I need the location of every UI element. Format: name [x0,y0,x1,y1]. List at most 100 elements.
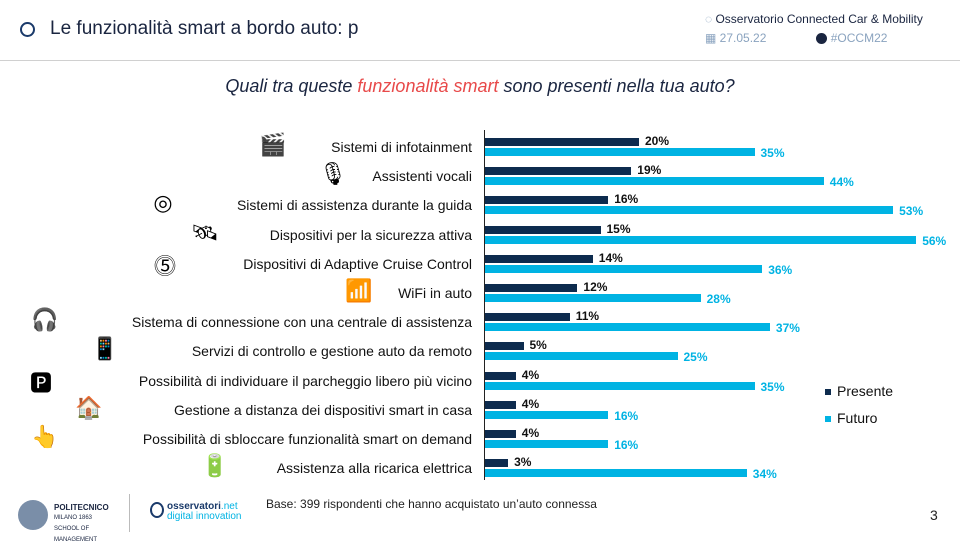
category-label: Possibilità di sbloccare funzionalità sm… [142,431,472,447]
satellite-icon: 🛰 [191,219,219,245]
category-label: Sistemi di assistenza durante la guida [236,197,472,214]
data-label: 35% [760,379,785,394]
bar-futuro [485,264,763,273]
bar-futuro [485,469,747,478]
bar-presente [485,371,516,380]
data-label: 34% [752,467,777,482]
data-label: 4% [521,367,540,382]
legend-item-futuro: Futuro [825,410,877,426]
parking-icon: 🅿 [29,370,52,396]
wifi-icon: 📶 [345,278,373,303]
bar-futuro [485,148,755,156]
category-label: Servizi di controllo e gestione auto da … [191,343,472,360]
data-label: 15% [606,221,631,236]
bar-presente [485,313,570,322]
question: Quali tra queste funzionalità smart sono… [0,76,960,97]
data-label: 16% [614,438,639,452]
bar-presente [485,196,609,205]
politecnico-logo [18,500,48,530]
category-label: WiFi in auto [398,285,472,301]
data-label: 35% [760,146,785,160]
page-number: 3 [930,507,938,523]
header-meta: ◌ Osservatorio Connected Car & Mobility … [705,12,923,45]
category-label: Sistema di connessione con una centrale … [131,314,472,331]
charging-station-icon: 🔋 [201,453,229,479]
data-label: 20% [645,134,670,148]
headset-icon: 🎧 [31,307,59,333]
data-label: 14% [598,250,623,265]
clapperboard-icon: 🎬 [259,132,287,157]
steering-wheel-icon: ◎ [153,190,173,216]
bar-futuro [485,381,755,390]
data-label: 16% [614,192,639,207]
osservatori-logo: osservatori.net digital innovation [167,501,242,522]
bar-presente [485,167,632,176]
legend-item-presente: Presente [825,383,893,399]
data-label: 4% [521,396,540,411]
data-label: 36% [768,262,793,277]
bar-futuro [485,177,824,186]
data-label: 11% [575,309,600,324]
bar-futuro [485,294,701,302]
bar-futuro [485,440,609,448]
legend-label: Presente [837,383,894,399]
bar-presente [485,284,578,292]
category-label: Dispositivi per la sicurezza attiva [269,226,472,243]
data-label: 5% [529,338,547,353]
data-label: 12% [583,280,608,294]
question-text: sono presenti nella tua auto? [498,76,735,96]
bar-presente [485,459,509,468]
hashtag: #OCCM22 [830,31,888,45]
bar-presente [485,138,639,146]
bar-futuro [485,352,678,361]
data-label: 44% [829,175,854,190]
speed-limit-icon: ⓹ [153,253,176,279]
bar-futuro [485,206,894,215]
twitter-icon [816,33,828,45]
bar-presente [485,225,601,234]
divider [0,60,960,61]
touch-icon: 👆 [31,424,59,449]
bar-futuro [485,323,770,332]
legend-label: Futuro [837,410,878,426]
bar-futuro [485,410,609,419]
legend-swatch [825,389,831,396]
data-label: 37% [775,321,800,336]
data-label: 19% [637,163,662,178]
category-label: Possibilità di individuare il parcheggio… [138,372,472,389]
smart-home-icon: 🏠 [75,394,103,420]
data-label: 56% [922,233,947,248]
calendar-icon: ▦ [705,31,720,45]
data-label: 25% [683,350,708,365]
bar-presente [485,400,516,409]
page-title: Le funzionalità smart a bordo auto: p [50,18,359,39]
date: 27.05.22 [719,31,767,45]
data-label: 28% [706,292,731,306]
politecnico-logo-text: POLITECNICO MILANO 1863 SCHOOL OF MANAGEME… [54,503,109,543]
legend-swatch [825,416,831,423]
magnifier-icon: ◌ [705,12,716,26]
y-axis-line [484,130,485,480]
category-label: Sistemi di infotainment [331,139,472,155]
bar-futuro [485,235,917,244]
divider [129,494,130,532]
category-label: Assistenti vocali [372,168,472,185]
data-label: 53% [899,204,924,219]
data-label: 3% [514,455,532,470]
bar-presente [485,430,516,438]
osservatori-logo-icon [150,502,164,518]
question-text: Quali tra queste [225,76,358,96]
magnifier-icon [20,22,35,37]
category-label: Gestione a distanza dei dispositivi smar… [173,401,472,418]
bar-presente [485,342,524,351]
category-label: Assistenza alla ricarica elettrica [276,460,472,477]
observatory-name: Osservatorio Connected Car & Mobility [715,12,923,26]
microphone-icon: 🎙 [319,161,347,187]
category-label: Dispositivi di Adaptive Cruise Control [243,255,472,272]
remote-control-icon: 📱 [91,336,119,362]
footer-base-note: Base: 399 rispondenti che hanno acquista… [266,497,597,511]
question-highlight: funzionalità smart [357,76,499,96]
data-label: 4% [521,426,540,440]
bar-presente [485,254,593,263]
data-label: 16% [614,408,639,423]
